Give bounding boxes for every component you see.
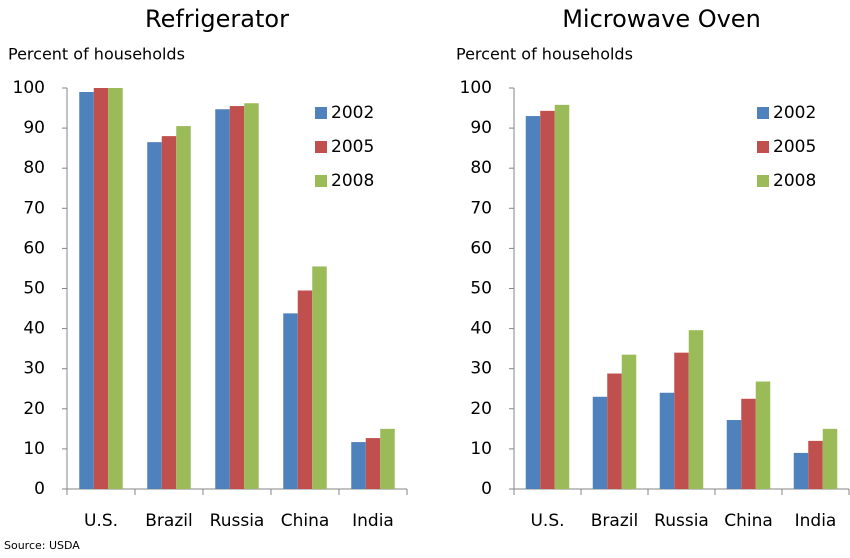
y-tick-label: 30	[23, 359, 45, 379]
y-tick-label: 90	[470, 118, 492, 138]
bar	[351, 442, 366, 489]
y-tick-label: 70	[470, 198, 492, 218]
bar	[592, 396, 608, 489]
bar	[283, 313, 298, 489]
bar	[365, 438, 381, 489]
bar	[554, 104, 570, 489]
bar	[540, 110, 555, 490]
source-note: Source: USDA	[4, 539, 80, 552]
bar	[621, 354, 637, 489]
legend-label: 2002	[331, 103, 374, 123]
y-tick-label: 0	[34, 479, 45, 499]
y-tick-label: 10	[470, 439, 492, 459]
y-tick-label: 0	[481, 479, 492, 499]
x-tick-label: China	[281, 511, 330, 531]
y-tick-label: 50	[470, 279, 492, 299]
bar	[215, 109, 230, 490]
bar	[607, 373, 622, 489]
x-tick-label: Russia	[210, 511, 265, 531]
y-axis-label: Percent of households	[8, 45, 185, 64]
y-tick-label: 40	[470, 319, 492, 339]
bar	[688, 330, 704, 489]
bar	[297, 290, 313, 489]
bar	[229, 106, 245, 490]
y-tick-label: 40	[23, 319, 45, 339]
y-tick-label: 20	[470, 399, 492, 419]
x-tick-label: India	[795, 511, 837, 531]
bar	[741, 398, 756, 489]
bar	[108, 88, 123, 489]
bar	[312, 266, 327, 489]
bar	[755, 381, 771, 489]
bar	[525, 116, 541, 489]
legend-label: 2005	[773, 137, 816, 157]
bar	[93, 88, 109, 489]
bar	[808, 440, 823, 489]
y-tick-label: 10	[23, 439, 45, 459]
legend-swatch	[757, 107, 769, 119]
bar	[147, 142, 162, 489]
y-tick-label: 60	[470, 238, 492, 258]
y-tick-label: 90	[23, 118, 45, 138]
legend-swatch	[757, 175, 769, 187]
bar	[674, 352, 689, 489]
y-tick-label: 50	[23, 279, 45, 299]
y-tick-label: 70	[23, 198, 45, 218]
bar	[176, 126, 191, 489]
bar	[79, 92, 94, 489]
y-tick-label: 80	[23, 158, 45, 178]
legend-swatch	[315, 175, 327, 187]
y-tick-label: 20	[23, 399, 45, 419]
bar	[793, 452, 809, 489]
y-tick-label: 60	[23, 238, 45, 258]
bar	[822, 428, 838, 489]
bar	[659, 392, 675, 489]
legend-swatch	[315, 141, 327, 153]
legend-label: 2008	[773, 171, 816, 191]
y-tick-label: 80	[470, 158, 492, 178]
x-tick-label: India	[352, 511, 394, 531]
legend-swatch	[315, 107, 327, 119]
bar	[726, 420, 742, 489]
bar	[161, 136, 177, 489]
chart-title: Microwave Oven	[562, 5, 761, 33]
x-tick-label: China	[724, 511, 773, 531]
x-tick-label: Brazil	[145, 511, 192, 531]
chart-title: Refrigerator	[145, 5, 289, 33]
y-axis-label: Percent of households	[456, 45, 633, 64]
bar	[244, 103, 259, 489]
bar	[380, 428, 395, 489]
x-tick-label: U.S.	[84, 511, 118, 531]
y-tick-label: 100	[460, 78, 492, 98]
legend-label: 2005	[331, 137, 374, 157]
legend-swatch	[757, 141, 769, 153]
legend-label: 2002	[773, 103, 816, 123]
legend-label: 2008	[331, 171, 374, 191]
y-tick-label: 30	[470, 359, 492, 379]
x-tick-label: U.S.	[530, 511, 564, 531]
x-tick-label: Russia	[654, 511, 709, 531]
y-tick-label: 100	[13, 78, 45, 98]
x-tick-label: Brazil	[591, 511, 638, 531]
